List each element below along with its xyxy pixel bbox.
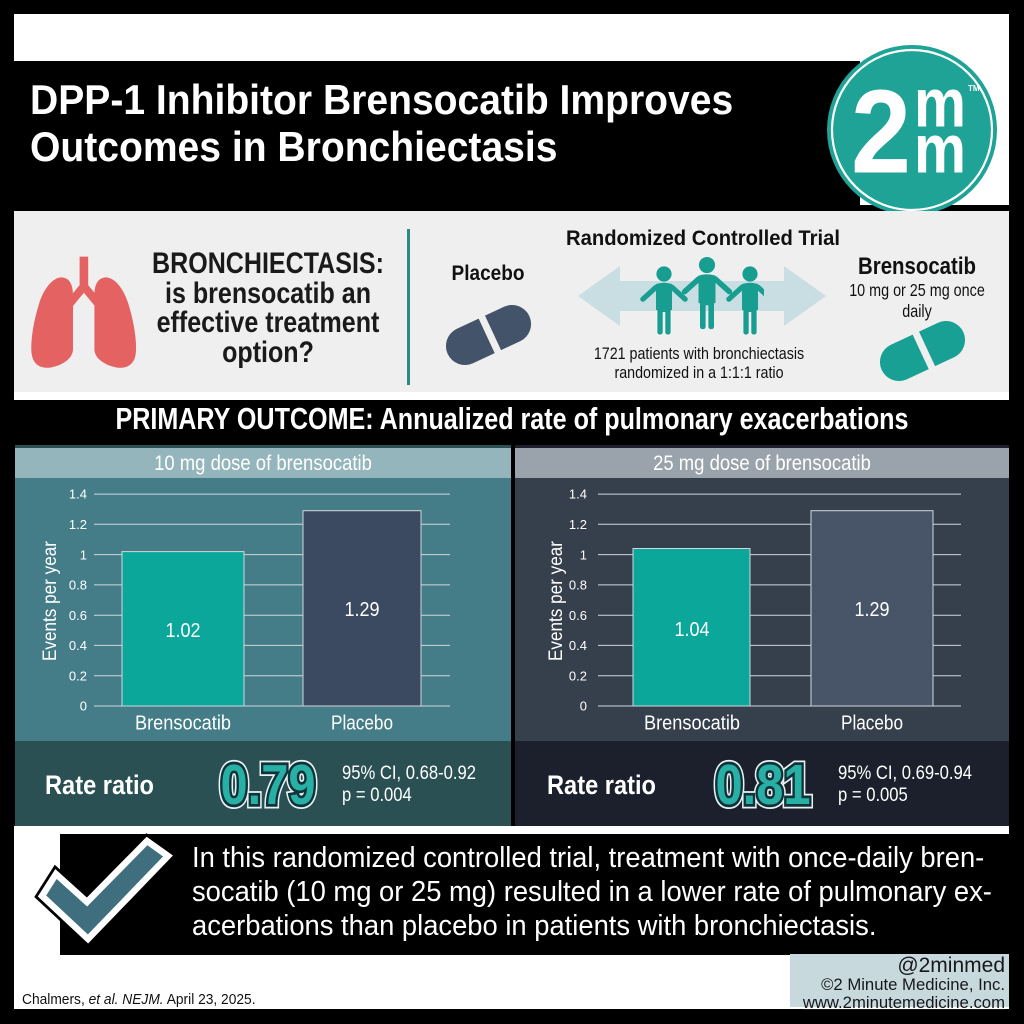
svg-text:1.02: 1.02 [166, 620, 201, 642]
svg-text:m: m [914, 64, 966, 141]
svg-text:Brensocatib: Brensocatib [135, 713, 231, 735]
svg-text:0.8: 0.8 [69, 578, 87, 593]
svg-text:0.2: 0.2 [69, 668, 87, 683]
svg-text:0.79: 0.79 [221, 753, 316, 817]
svg-text:0.79: 0.79 [221, 753, 316, 817]
svg-text:1.04: 1.04 [675, 619, 710, 641]
svg-text:1.4: 1.4 [69, 487, 87, 502]
svg-text:0.6: 0.6 [569, 608, 587, 623]
svg-text:0.8: 0.8 [569, 578, 587, 593]
svg-text:0.2: 0.2 [569, 668, 587, 683]
svg-text:0.6: 0.6 [69, 608, 87, 623]
svg-text:0.4: 0.4 [69, 638, 87, 653]
svg-text:0: 0 [80, 699, 87, 714]
svg-text:1.2: 1.2 [69, 517, 87, 532]
svg-text:2: 2 [851, 66, 911, 199]
svg-text:TM: TM [968, 84, 980, 93]
svg-text:Events per year: Events per year [39, 541, 61, 661]
svg-text:1: 1 [580, 547, 587, 562]
svg-text:0.81: 0.81 [716, 753, 811, 817]
svg-text:Brensocatib: Brensocatib [644, 713, 740, 735]
svg-text:1.2: 1.2 [569, 517, 587, 532]
svg-text:0.4: 0.4 [569, 638, 587, 653]
svg-text:0.81: 0.81 [716, 753, 811, 817]
svg-text:Placebo: Placebo [841, 713, 903, 735]
svg-text:m: m [914, 111, 966, 188]
svg-text:Placebo: Placebo [331, 713, 393, 735]
svg-text:1: 1 [80, 547, 87, 562]
svg-text:1.29: 1.29 [855, 599, 890, 621]
svg-text:Events per year: Events per year [545, 541, 567, 661]
svg-text:0: 0 [580, 699, 587, 714]
svg-text:1.4: 1.4 [569, 487, 587, 502]
svg-text:1.29: 1.29 [345, 599, 380, 621]
